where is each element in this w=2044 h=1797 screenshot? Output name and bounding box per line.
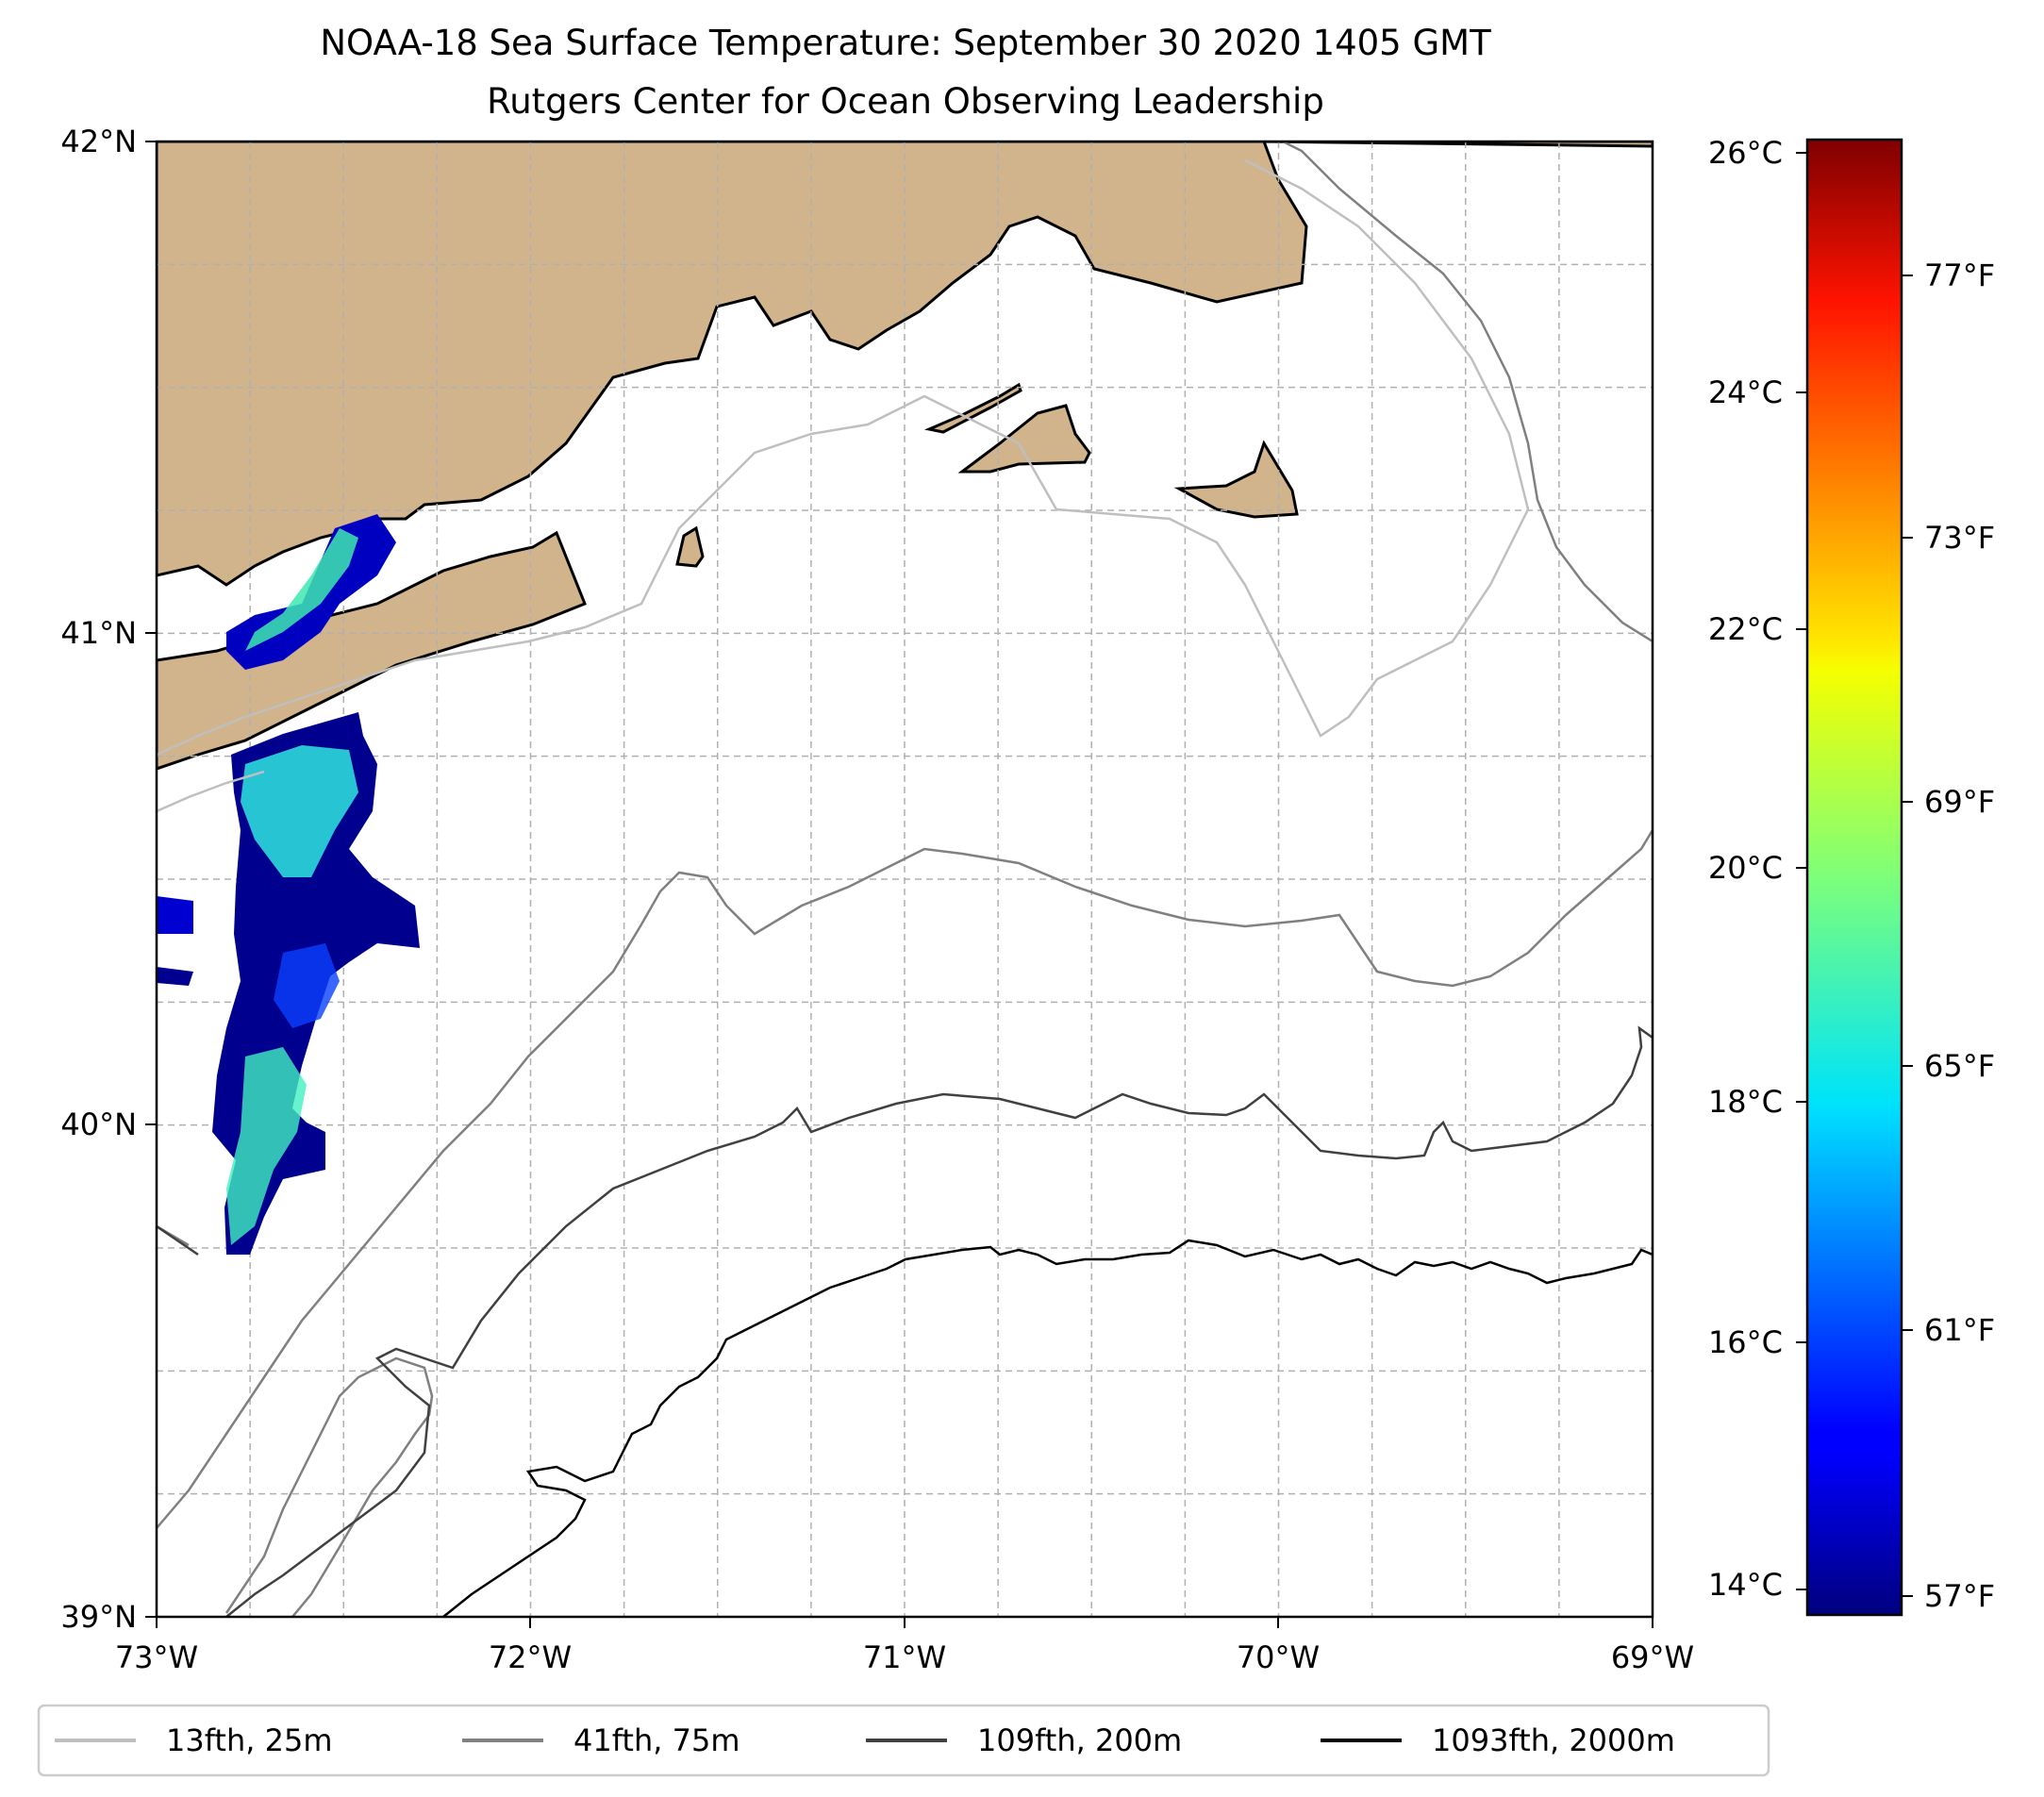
colorbar-celsius-label: 26°C xyxy=(1708,135,1783,171)
land-block-island xyxy=(675,525,705,568)
y-tick-label: 40°N xyxy=(60,1106,137,1142)
colorbar: 14°C 16°C 18°C 20°C 22°C 24°C 26°C 57°F … xyxy=(1708,135,1995,1617)
colorbar-fahrenheit-label: 73°F xyxy=(1924,520,1995,556)
colorbar-gradient xyxy=(1805,138,1903,1617)
y-axis: 42°N 41°N 40°N 39°N xyxy=(60,124,157,1635)
colorbar-celsius-label: 18°C xyxy=(1708,1084,1783,1120)
map-title: NOAA-18 Sea Surface Temperature: Septemb… xyxy=(320,23,1491,63)
land-marthas-vineyard xyxy=(957,404,1091,474)
sst-patch-north-warm xyxy=(245,528,358,651)
y-tick-label: 39°N xyxy=(60,1599,137,1635)
colorbar-celsius-ticks: 14°C 16°C 18°C 20°C 22°C 24°C 26°C xyxy=(1708,135,1807,1603)
isobath-75m xyxy=(157,141,1653,1617)
sst-patch-west-2 xyxy=(157,967,193,986)
isobath-200m xyxy=(157,1025,1653,1617)
colorbar-fahrenheit-label: 65°F xyxy=(1924,1048,1995,1084)
legend-item: 13fth, 25m xyxy=(55,1722,332,1758)
legend-item: 109fth, 200m xyxy=(866,1722,1182,1758)
colorbar-fahrenheit-ticks: 57°F 61°F 65°F 69°F 73°F 77°F xyxy=(1902,258,1995,1614)
gridlines xyxy=(157,141,1653,1617)
x-axis: 73°W 72°W 71°W 70°W 69°W xyxy=(115,1617,1694,1675)
legend: 13fth, 25m 41fth, 75m 109fth, 200m 1093f… xyxy=(37,1704,1770,1777)
colorbar-celsius-label: 14°C xyxy=(1708,1567,1783,1603)
legend-label: 41fth, 75m xyxy=(573,1722,739,1758)
sst-patch-cyan-2 xyxy=(226,1047,307,1245)
colorbar-fahrenheit-label: 57°F xyxy=(1924,1578,1995,1614)
colorbar-fahrenheit-label: 77°F xyxy=(1924,258,1995,293)
isobath-2000m xyxy=(442,1239,1653,1617)
x-tick-label: 70°W xyxy=(1237,1639,1320,1675)
colorbar-celsius-label: 16°C xyxy=(1708,1324,1783,1360)
legend-label: 13fth, 25m xyxy=(166,1722,332,1758)
legend-item: 41fth, 75m xyxy=(462,1722,739,1758)
x-tick-label: 73°W xyxy=(115,1639,198,1675)
isobath-25m xyxy=(157,158,1530,813)
y-tick-label: 42°N xyxy=(60,124,137,159)
legend-item: 1093fth, 2000m xyxy=(1321,1722,1675,1758)
x-tick-label: 71°W xyxy=(863,1639,946,1675)
map-subtitle: Rutgers Center for Ocean Observing Leade… xyxy=(487,81,1324,122)
x-tick-label: 69°W xyxy=(1611,1639,1694,1675)
sst-patch-blue-mid xyxy=(274,943,340,1028)
colorbar-celsius-label: 22°C xyxy=(1708,611,1783,647)
legend-label: 109fth, 200m xyxy=(977,1722,1182,1758)
legend-label: 1093fth, 2000m xyxy=(1432,1722,1675,1758)
colorbar-celsius-label: 24°C xyxy=(1708,374,1783,410)
x-tick-label: 72°W xyxy=(489,1639,572,1675)
sst-patch-cyan-1 xyxy=(241,745,358,877)
sst-patch-west xyxy=(157,896,193,934)
sst-data xyxy=(157,514,420,1255)
land-nantucket xyxy=(1173,440,1299,519)
colorbar-fahrenheit-label: 69°F xyxy=(1924,784,1995,820)
map-area xyxy=(157,141,1653,1617)
colorbar-celsius-label: 20°C xyxy=(1708,850,1783,886)
y-tick-label: 41°N xyxy=(60,615,137,651)
colorbar-fahrenheit-label: 61°F xyxy=(1924,1312,1995,1348)
